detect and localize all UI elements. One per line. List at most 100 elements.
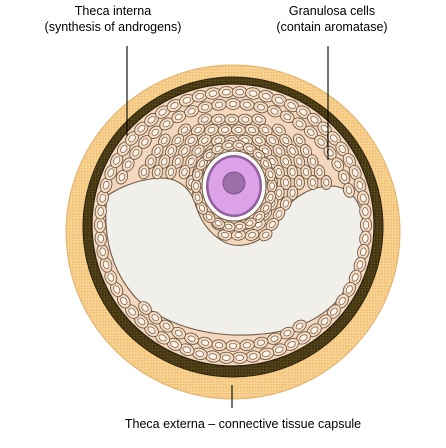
granulosa-cell-nucleus	[246, 145, 254, 152]
granulosa-cell-nucleus	[267, 193, 274, 202]
granulosa-cell-nucleus	[174, 136, 182, 145]
granulosa-cell-nucleus	[287, 340, 296, 348]
granulosa-cell-nucleus	[97, 207, 104, 216]
granulosa-cell-nucleus	[269, 182, 275, 190]
granulosa-cell-nucleus	[137, 124, 146, 133]
granulosa-cell-nucleus	[295, 322, 304, 330]
granulosa-cell-nucleus	[255, 137, 263, 144]
granulosa-cell-nucleus	[174, 113, 183, 121]
granulosa-cell-nucleus	[137, 317, 146, 326]
granulosa-cell-nucleus	[228, 100, 238, 108]
granulosa-cell-nucleus	[214, 137, 223, 144]
granulosa-cell-nucleus	[97, 234, 104, 243]
label-theca-externa: Theca externa – connective tissue capsul…	[125, 417, 361, 431]
granulosa-cell-nucleus	[360, 247, 367, 257]
granulosa-cell-nucleus	[235, 354, 245, 361]
granulosa-cell-nucleus	[107, 273, 115, 282]
granulosa-cell-nucleus	[235, 142, 244, 149]
granulosa-cell-nucleus	[132, 148, 140, 157]
granulosa-cell-nucleus	[158, 108, 167, 116]
label-theca-interna-title: Theca interna	[75, 4, 151, 18]
granulosa-cell-nucleus	[181, 147, 188, 155]
granulosa-cell-nucleus	[323, 178, 330, 187]
granulosa-cell-nucleus	[255, 213, 263, 221]
granulosa-cell-nucleus	[182, 96, 192, 104]
granulosa-cell-nucleus	[188, 157, 195, 166]
granulosa-cell-nucleus	[351, 273, 359, 282]
granulosa-cell-nucleus	[261, 231, 270, 239]
granulosa-cell-nucleus	[267, 170, 274, 179]
granulosa-cell-nucleus	[268, 221, 276, 228]
granulosa-cell-nucleus	[330, 134, 338, 143]
granulosa-cell-nucleus	[242, 342, 252, 349]
granulosa-cell-nucleus	[338, 296, 346, 306]
granulosa-cell-nucleus	[154, 168, 161, 176]
granulosa-cell-nucleus	[128, 134, 136, 143]
granulosa-cell-nucleus	[174, 157, 181, 166]
granulosa-cell-nucleus	[107, 168, 115, 177]
granulosa-cell-nucleus	[198, 204, 206, 212]
granulosa-cell-nucleus	[158, 334, 167, 342]
granulosa-cell-nucleus	[201, 339, 210, 346]
oocyte-nucleus	[222, 171, 246, 195]
granulosa-cell-nucleus	[99, 247, 106, 257]
granulosa-cell-nucleus	[270, 108, 279, 115]
granulosa-cell-nucleus	[362, 220, 370, 230]
granulosa-cell-nucleus	[334, 160, 342, 169]
granulosa-cell-nucleus	[289, 147, 296, 155]
granulosa-cell-nucleus	[194, 170, 201, 179]
granulosa-cell-nucleus	[340, 173, 348, 182]
granulosa-cell-nucleus	[147, 326, 156, 334]
granulosa-cell-nucleus	[255, 151, 263, 159]
granulosa-cell-nucleus	[151, 314, 159, 322]
granulosa-cell-nucleus	[147, 116, 156, 124]
granulosa-cell-nucleus	[316, 168, 323, 176]
granulosa-cell-nucleus	[289, 189, 296, 197]
granulosa-cell-nucleus	[302, 147, 310, 155]
granulosa-cell-nucleus	[174, 329, 183, 337]
granulosa-cell-nucleus	[362, 234, 369, 243]
granulosa-cell-nucleus	[214, 101, 224, 108]
granulosa-cell-nucleus	[141, 168, 147, 176]
granulosa-cell-nucleus	[241, 116, 250, 123]
granulosa-cell-nucleus	[180, 126, 189, 134]
granulosa-cell-nucleus	[162, 120, 171, 128]
granulosa-cell-nucleus	[274, 346, 284, 354]
granulosa-cell-nucleus	[193, 182, 199, 190]
granulosa-cell-nucleus	[195, 92, 204, 100]
granulosa-cell-nucleus	[309, 178, 316, 187]
granulosa-cell-nucleus	[275, 126, 283, 134]
granulosa-cell-nucleus	[289, 168, 296, 176]
granulosa-cell-nucleus	[201, 137, 209, 144]
label-theca-interna-detail: (synthesis of androgens)	[45, 20, 182, 34]
granulosa-cell-nucleus	[283, 329, 292, 337]
granulosa-cell-nucleus	[113, 156, 121, 165]
granulosa-cell-nucleus	[283, 113, 292, 121]
granulosa-cell-nucleus	[248, 231, 256, 239]
granulosa-cell-nucleus	[275, 147, 283, 155]
granulosa-cell-nucleus	[242, 101, 252, 108]
granulosa-cell-nucleus	[299, 334, 308, 342]
granulosa-cell-nucleus	[246, 220, 254, 227]
granulosa-cell-nucleus	[141, 138, 149, 146]
granulosa-cell-nucleus	[275, 168, 283, 176]
granulosa-cell-nucleus	[194, 147, 202, 155]
granulosa-cell-nucleus	[356, 260, 364, 270]
granulosa-cell-nucleus	[181, 168, 188, 176]
granulosa-cell-nucleus	[234, 127, 243, 133]
granulosa-cell-nucleus	[262, 204, 270, 212]
granulosa-cell-nucleus	[282, 178, 289, 187]
granulosa-cell-nucleus	[124, 160, 132, 169]
granulosa-cell-nucleus	[270, 335, 279, 342]
granulosa-cell-nucleus	[170, 340, 179, 348]
granulosa-cell-nucleus	[161, 136, 168, 145]
granulosa-cell-nucleus	[299, 108, 308, 116]
granulosa-cell-nucleus	[248, 353, 258, 360]
granulosa-cell-nucleus	[167, 147, 175, 155]
granulosa-cell-nucleus	[167, 168, 175, 176]
granulosa-cell-nucleus	[261, 126, 270, 134]
granulosa-cell-nucleus	[120, 144, 128, 154]
granulosa-cell-nucleus	[214, 116, 223, 123]
granulosa-cell-nucleus	[99, 193, 106, 203]
